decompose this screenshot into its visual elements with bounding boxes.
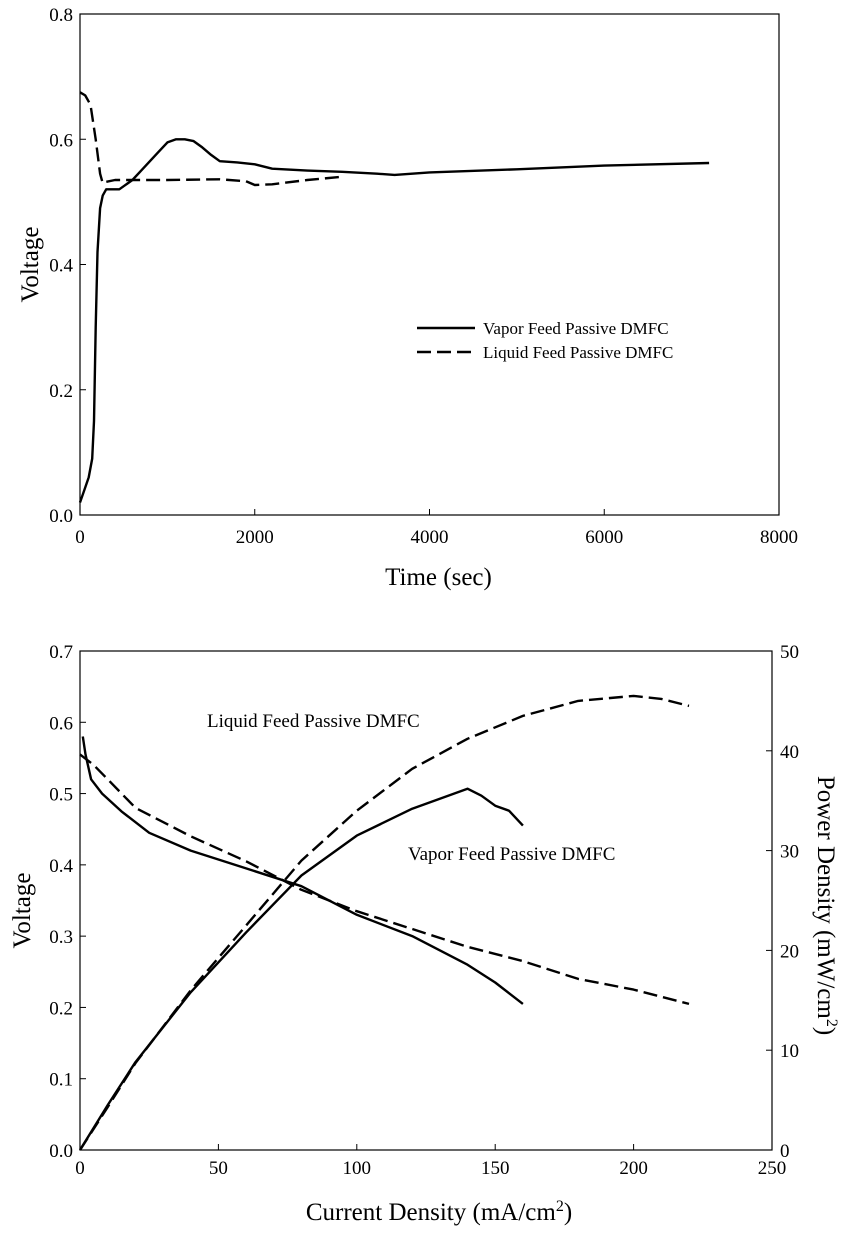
x-axis-title: Current Density (mA/cm2)	[306, 1198, 572, 1226]
y-tick-label: 0.0	[49, 1141, 73, 1162]
y-tick-label: 0.2	[49, 381, 73, 402]
y-tick-label: 0.4	[49, 856, 73, 877]
y-right-tick-label: 40	[780, 742, 799, 763]
x-axis-title-sup: 2	[556, 1198, 564, 1215]
plot-frame	[79, 650, 773, 1151]
y-tick-label: 0.0	[49, 506, 73, 527]
series-line	[78, 138, 710, 503]
y-right-tick-label: 0	[780, 1141, 790, 1162]
y-right-tick-label: 20	[780, 941, 799, 962]
series-line-power	[78, 787, 524, 1151]
x-tick-label: 100	[343, 1158, 372, 1179]
y-right-axis-title: Power Density (mW/cm2)	[812, 776, 840, 1035]
y-right-tick-label: 30	[780, 842, 799, 863]
series-line-power	[78, 694, 690, 1151]
y-tick-label: 0.3	[49, 927, 73, 948]
y-tick-label: 0.4	[49, 256, 73, 277]
x-tick-label: 0	[75, 1158, 85, 1179]
chart-voltage-vs-time: 0 2000 4000 6000 8000 0.0 0.2 0.4 0.6 0.8 Time (se…	[17, 5, 798, 591]
plot-frame	[79, 13, 780, 516]
annotation-liquid-feed: Liquid Feed Passive DMFC	[207, 711, 420, 732]
x-tick-label: 0	[75, 527, 85, 548]
x-tick-label: 6000	[585, 527, 623, 548]
y-tick-label: 0.2	[49, 998, 73, 1019]
x-tick-label: 8000	[760, 527, 798, 548]
x-tick-label: 2000	[236, 527, 274, 548]
y-right-tick-label: 10	[780, 1041, 799, 1062]
y-tick-label: 0.7	[49, 642, 73, 663]
x-axis-title-main: Current Density (mA/cm	[306, 1199, 557, 1226]
x-tick-label: 250	[758, 1158, 787, 1179]
x-axis-title-end: )	[564, 1199, 572, 1226]
y-axis-title: Voltage	[17, 227, 44, 303]
series-line-voltage	[79, 753, 690, 1006]
y-right-tick-label: 50	[780, 642, 799, 663]
y-right-axis-title-sup: 2	[823, 1019, 840, 1027]
x-tick-label: 4000	[411, 527, 449, 548]
series-line-voltage	[81, 736, 524, 1005]
y-right-axis-title-end: )	[812, 1027, 839, 1035]
x-axis-title: Time (sec)	[385, 564, 492, 591]
y-right-axis-title-main: Power Density (mW/cm	[812, 776, 839, 1020]
y-tick-label: 0.8	[49, 5, 73, 26]
annotation-vapor-feed: Vapor Feed Passive DMFC	[408, 844, 615, 865]
y-tick-label: 0.5	[49, 785, 73, 806]
y-axis-title: Voltage	[9, 873, 36, 949]
legend-label: Vapor Feed Passive DMFC	[483, 319, 669, 338]
y-tick-label: 0.6	[49, 130, 73, 151]
x-tick-label: 150	[481, 1158, 510, 1179]
chart-polarization-power: 0 50 100 150 200 2500.00.10.20.30.40.50.60.70…	[9, 642, 840, 1226]
legend: Vapor Feed Passive DMFC Liquid Feed Passi…	[417, 319, 673, 362]
y-tick-label: 0.6	[49, 713, 73, 734]
legend-label: Liquid Feed Passive DMFC	[483, 343, 673, 362]
x-tick-label: 200	[619, 1158, 648, 1179]
x-tick-label: 50	[209, 1158, 228, 1179]
y-tick-label: 0.1	[49, 1070, 73, 1091]
